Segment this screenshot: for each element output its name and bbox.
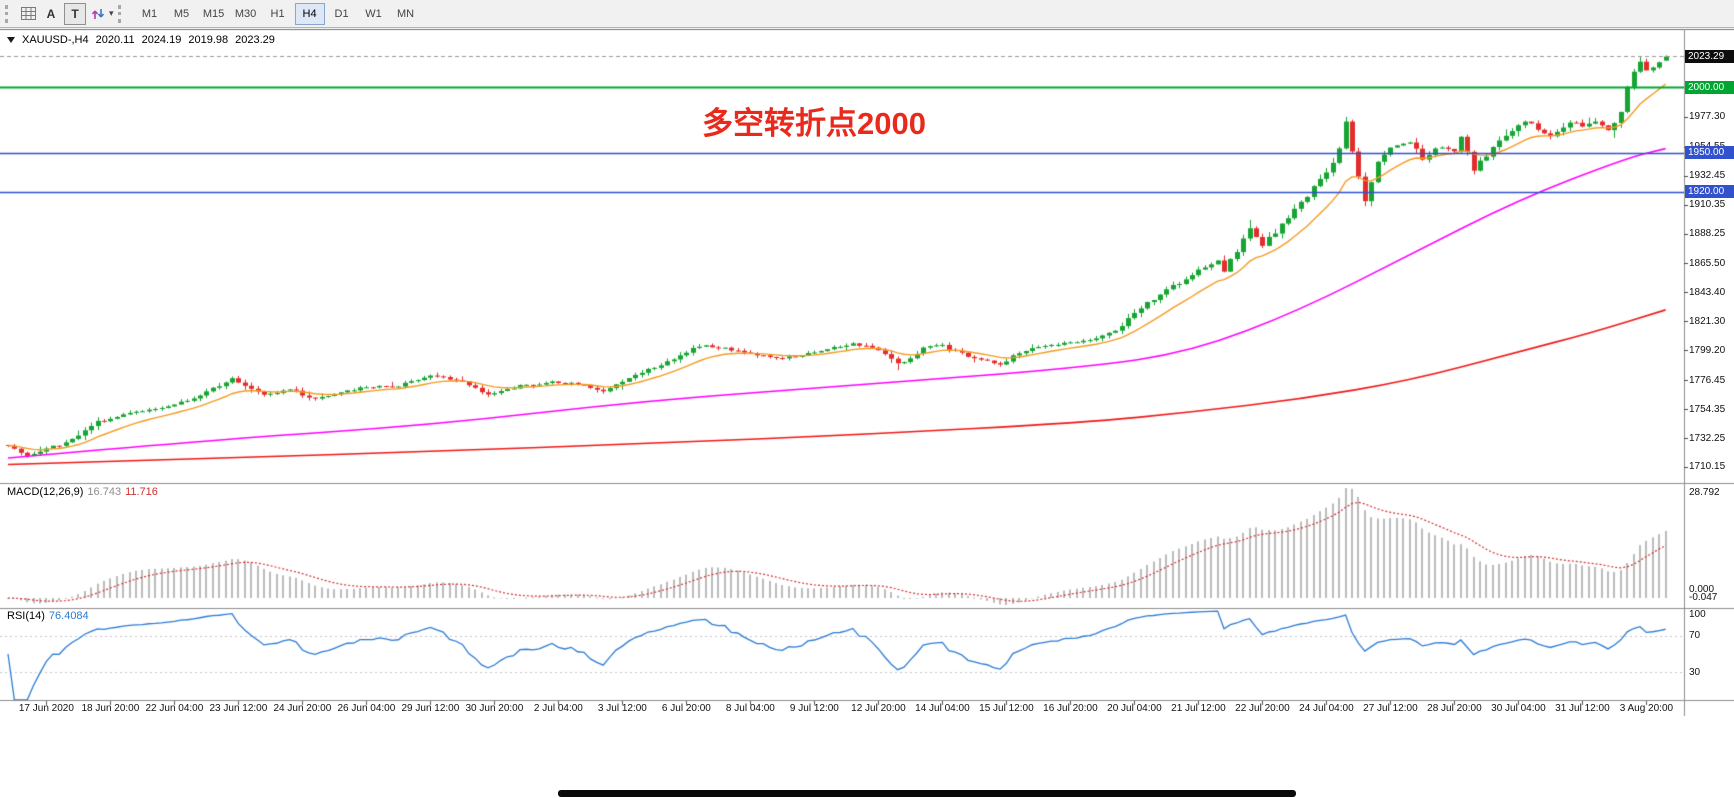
- price-axis-tick: 1799.20: [1689, 344, 1726, 356]
- timeframe-m5-button[interactable]: M5: [173, 7, 190, 20]
- time-axis-label: 26 Jun 04:00: [337, 703, 396, 714]
- time-axis-label: 3 Jul 12:00: [597, 703, 647, 714]
- timeframe-d1-button[interactable]: D1: [334, 7, 349, 20]
- macd-main-value: 16.743: [87, 486, 122, 498]
- time-axis-label: 29 Jun 12:00: [401, 703, 460, 714]
- macd-name: MACD(12,26,9): [7, 486, 84, 498]
- macd-axis-max: 28.792: [1689, 487, 1720, 498]
- macd-axis-min: -0.047: [1689, 592, 1718, 603]
- time-axis-label: 15 Jul 12:00: [979, 703, 1034, 714]
- time-axis-label: 14 Jul 04:00: [915, 703, 970, 714]
- time-axis-label: 9 Jul 12:00: [789, 703, 839, 714]
- time-axis-label: 2 Jul 04:00: [533, 703, 583, 714]
- time-axis-label: 8 Jul 04:00: [725, 703, 775, 714]
- hline-price-tag[interactable]: 1950.00: [1685, 146, 1734, 160]
- price-axis-tick: 1843.40: [1689, 286, 1726, 298]
- macd-signal-value: 11.716: [125, 486, 158, 498]
- macd-label: MACD(12,26,9) 16.743 11.716: [7, 486, 158, 498]
- text-tool-button[interactable]: T: [64, 2, 86, 25]
- ohlc-close: 2023.29: [235, 34, 275, 46]
- price-axis-tick: 1732.25: [1689, 432, 1726, 444]
- time-axis-label: 24 Jul 04:00: [1299, 703, 1354, 714]
- timeframe-h1-button[interactable]: H1: [270, 7, 285, 20]
- price-axis-tick: 1710.15: [1689, 461, 1726, 473]
- ohlc-high: 2024.19: [141, 34, 182, 46]
- time-axis-label: 12 Jul 20:00: [851, 703, 906, 714]
- price-axis-tick: 1821.30: [1689, 315, 1726, 327]
- time-axis-label: 27 Jul 12:00: [1363, 703, 1418, 714]
- rsi-value: 76.4084: [48, 610, 89, 622]
- dropdown-caret-icon[interactable]: ▾: [109, 8, 114, 18]
- toolbar-drag-handle[interactable]: [5, 4, 12, 23]
- chart-annotation-text[interactable]: 多空转折点2000: [702, 106, 926, 141]
- hline-price-tag[interactable]: 2000.00: [1685, 80, 1734, 94]
- timeframe-m1-button[interactable]: M1: [141, 7, 158, 20]
- timeframe-toolbar: M1 M5 M15 M30 H1 H4 D1 W1 MN: [134, 2, 422, 25]
- price-axis-tick: 1776.45: [1689, 374, 1726, 386]
- time-axis-label: 21 Jul 12:00: [1171, 703, 1226, 714]
- time-axis-label: 16 Jul 20:00: [1043, 703, 1098, 714]
- rsi-axis-tick: 100: [1689, 609, 1706, 620]
- timeframe-w1-button[interactable]: W1: [365, 7, 382, 20]
- time-axis-label: 30 Jul 04:00: [1491, 703, 1546, 714]
- timeframe-mn-button[interactable]: MN: [396, 7, 415, 20]
- price-axis-tick: 1932.45: [1689, 170, 1726, 182]
- ohlc-open: 2020.11: [95, 34, 135, 46]
- timeframe-drag-handle[interactable]: [117, 4, 125, 23]
- current-price-tag: 2023.29: [1685, 49, 1734, 63]
- rsi-axis-tick: 70: [1689, 630, 1701, 641]
- time-axis-label: 20 Jul 04:00: [1107, 703, 1162, 714]
- time-axis-label: 3 Aug 20:00: [1619, 703, 1674, 714]
- symbol-ohlc-line: XAUUSD-,H4 2020.11 2024.19 2019.98 2023.…: [7, 34, 275, 46]
- price-axis-tick: 1888.25: [1689, 228, 1726, 239]
- timeframe-h4-button[interactable]: H4: [294, 2, 325, 25]
- price-axis-tick: 1910.35: [1689, 199, 1726, 211]
- swap-arrows-icon[interactable]: [88, 4, 108, 24]
- time-axis-label: 17 Jun 2020: [18, 703, 74, 714]
- price-axis-tick: 1865.50: [1689, 257, 1726, 269]
- letter-a-button[interactable]: A: [46, 6, 56, 21]
- time-axis-label: 6 Jul 20:00: [661, 703, 711, 714]
- symbol-triangle-icon: [7, 37, 15, 43]
- time-axis-label: 28 Jul 20:00: [1427, 703, 1482, 714]
- time-axis-label: 22 Jul 20:00: [1235, 703, 1290, 714]
- hline-price-tag[interactable]: 1920.00: [1685, 185, 1734, 199]
- rsi-axis-tick: 30: [1689, 667, 1701, 678]
- timeframe-m30-button[interactable]: M30: [234, 7, 257, 20]
- time-axis-label: 18 Jun 20:00: [81, 703, 140, 714]
- rsi-label: RSI(14) 76.4084: [7, 610, 89, 622]
- tick-grid-icon[interactable]: [18, 4, 38, 24]
- time-axis-label: 24 Jun 20:00: [273, 703, 332, 714]
- symbol-period-label: XAUUSD-,H4: [22, 34, 89, 46]
- timeframe-m15-button[interactable]: M15: [202, 7, 225, 20]
- toolbar: A T ▾ M1 M5 M15 M30 H1 H4 D1 W1 MN: [0, 0, 1734, 28]
- bottom-black-bar: [558, 790, 1296, 797]
- macd-axis-zero: 0.000: [1689, 584, 1715, 595]
- time-axis-label: 31 Jul 12:00: [1555, 703, 1610, 714]
- price-axis-tick: 1977.30: [1689, 111, 1726, 123]
- time-axis-label: 23 Jun 12:00: [209, 703, 268, 714]
- time-axis-label: 30 Jun 20:00: [465, 703, 524, 714]
- ohlc-low: 2019.98: [188, 34, 229, 46]
- rsi-name: RSI(14): [7, 610, 45, 622]
- time-axis-label: 22 Jun 04:00: [145, 703, 204, 714]
- price-axis-tick: 1754.35: [1689, 403, 1726, 415]
